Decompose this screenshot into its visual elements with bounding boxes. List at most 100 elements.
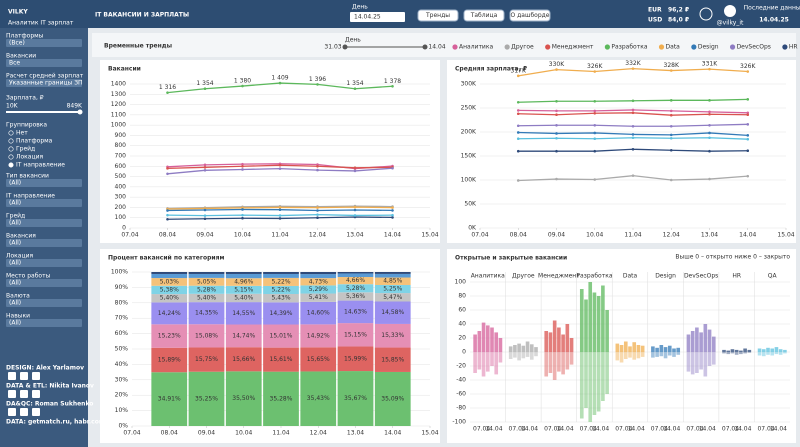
point — [746, 98, 750, 101]
point — [316, 168, 319, 172]
closed-bar — [596, 352, 601, 412]
social-icon[interactable] — [20, 408, 28, 416]
y-tick-label: 40 — [458, 321, 466, 328]
dropdown[interactable] — [6, 239, 82, 247]
point — [631, 174, 635, 177]
open-bar — [726, 350, 731, 352]
dropdown[interactable] — [6, 299, 82, 307]
social-icon[interactable] — [32, 372, 40, 380]
data-label: 15,61% — [270, 356, 293, 363]
radio[interactable] — [8, 154, 14, 160]
radio[interactable] — [8, 130, 14, 136]
x-tick-label: 10.04 — [234, 232, 251, 239]
info-icon[interactable] — [699, 7, 713, 21]
legend-label: Разработка — [611, 44, 647, 51]
social-icon[interactable] — [20, 390, 28, 398]
data-label: 326K — [740, 63, 756, 70]
bar-segment — [300, 272, 337, 275]
dropdown[interactable] — [6, 219, 82, 227]
point — [555, 123, 558, 127]
point — [391, 216, 394, 219]
social-icon[interactable] — [8, 390, 16, 398]
open-bar — [636, 345, 641, 352]
social-icon[interactable] — [20, 372, 28, 380]
y-tick-label: 0K — [468, 225, 477, 232]
slider-knob[interactable] — [342, 44, 348, 50]
slider-label: День — [345, 37, 361, 44]
dropdown[interactable] — [6, 59, 82, 67]
bar-segment — [337, 346, 374, 372]
x-tick-label: 14.04 — [628, 426, 645, 433]
point — [708, 112, 711, 116]
dropdown[interactable] — [6, 79, 82, 87]
bar-segment — [300, 293, 337, 302]
point — [669, 109, 673, 113]
data-label: 14,63% — [344, 308, 367, 315]
open-bar — [761, 349, 766, 352]
telegram-icon[interactable] — [724, 5, 736, 17]
y-tick-label: 100 — [115, 214, 127, 221]
social-icon[interactable] — [8, 408, 16, 416]
point — [708, 136, 711, 140]
x-tick-label: 07.04 — [123, 430, 140, 437]
filter-label: Тип вакансии — [5, 173, 49, 180]
point — [669, 69, 673, 72]
slider-knob[interactable] — [422, 44, 428, 50]
nav-button-label: Тренды — [425, 12, 450, 19]
closed-bar — [490, 352, 494, 366]
bar-segment — [337, 277, 374, 285]
y-tick-label: 20% — [115, 392, 129, 399]
open-bar — [651, 346, 655, 352]
slider-to: 14.04 — [428, 44, 445, 51]
nav-button[interactable] — [417, 9, 459, 22]
open-bar — [623, 341, 628, 352]
y-tick-label: 1400 — [111, 81, 126, 88]
nav-button[interactable] — [509, 9, 551, 22]
radio[interactable] — [8, 138, 14, 144]
dropdown[interactable] — [6, 179, 82, 187]
point — [203, 208, 207, 212]
bar-segment — [263, 293, 299, 303]
data-label: 5,40% — [160, 295, 179, 302]
point — [746, 123, 750, 126]
open-bar — [707, 329, 712, 352]
nav-button-label: Таблица — [470, 12, 498, 19]
x-tick-label: 07.04 — [686, 426, 703, 433]
point — [203, 214, 207, 217]
section-bar — [92, 33, 796, 57]
closed-bar — [473, 352, 477, 373]
open-bar — [561, 334, 565, 352]
point — [593, 99, 597, 103]
point — [353, 208, 357, 212]
data-label: 1 316 — [159, 84, 176, 91]
salary-slider[interactable] — [6, 111, 82, 113]
point — [516, 100, 520, 104]
nav-button[interactable] — [463, 9, 505, 22]
data-label: 1 378 — [384, 78, 401, 85]
data-label: 5,36% — [346, 293, 365, 300]
dropdown[interactable] — [6, 279, 82, 287]
closed-bar — [730, 352, 735, 354]
radio[interactable] — [8, 162, 14, 168]
y-tick-label: 100K — [461, 177, 477, 184]
point — [516, 131, 520, 134]
social-icon[interactable] — [8, 372, 16, 380]
social-icon[interactable] — [32, 408, 40, 416]
point — [555, 68, 558, 71]
dropdown[interactable] — [6, 39, 82, 47]
data-label: 15,99% — [344, 355, 367, 362]
dropdown[interactable] — [6, 259, 82, 267]
closed-bar — [529, 352, 534, 360]
slider-knob[interactable] — [77, 109, 83, 115]
social-icon[interactable] — [32, 390, 40, 398]
data-label: 5,28% — [346, 285, 365, 292]
x-tick-label: 08.04 — [159, 232, 176, 239]
date-picker[interactable] — [350, 12, 405, 22]
open-bar — [521, 345, 526, 352]
dropdown[interactable] — [6, 319, 82, 327]
radio[interactable] — [8, 146, 14, 152]
bar-segment — [337, 292, 374, 301]
data-label: 5,22% — [271, 278, 290, 285]
x-tick-label: 13.04 — [347, 430, 364, 437]
dropdown[interactable] — [6, 199, 82, 207]
